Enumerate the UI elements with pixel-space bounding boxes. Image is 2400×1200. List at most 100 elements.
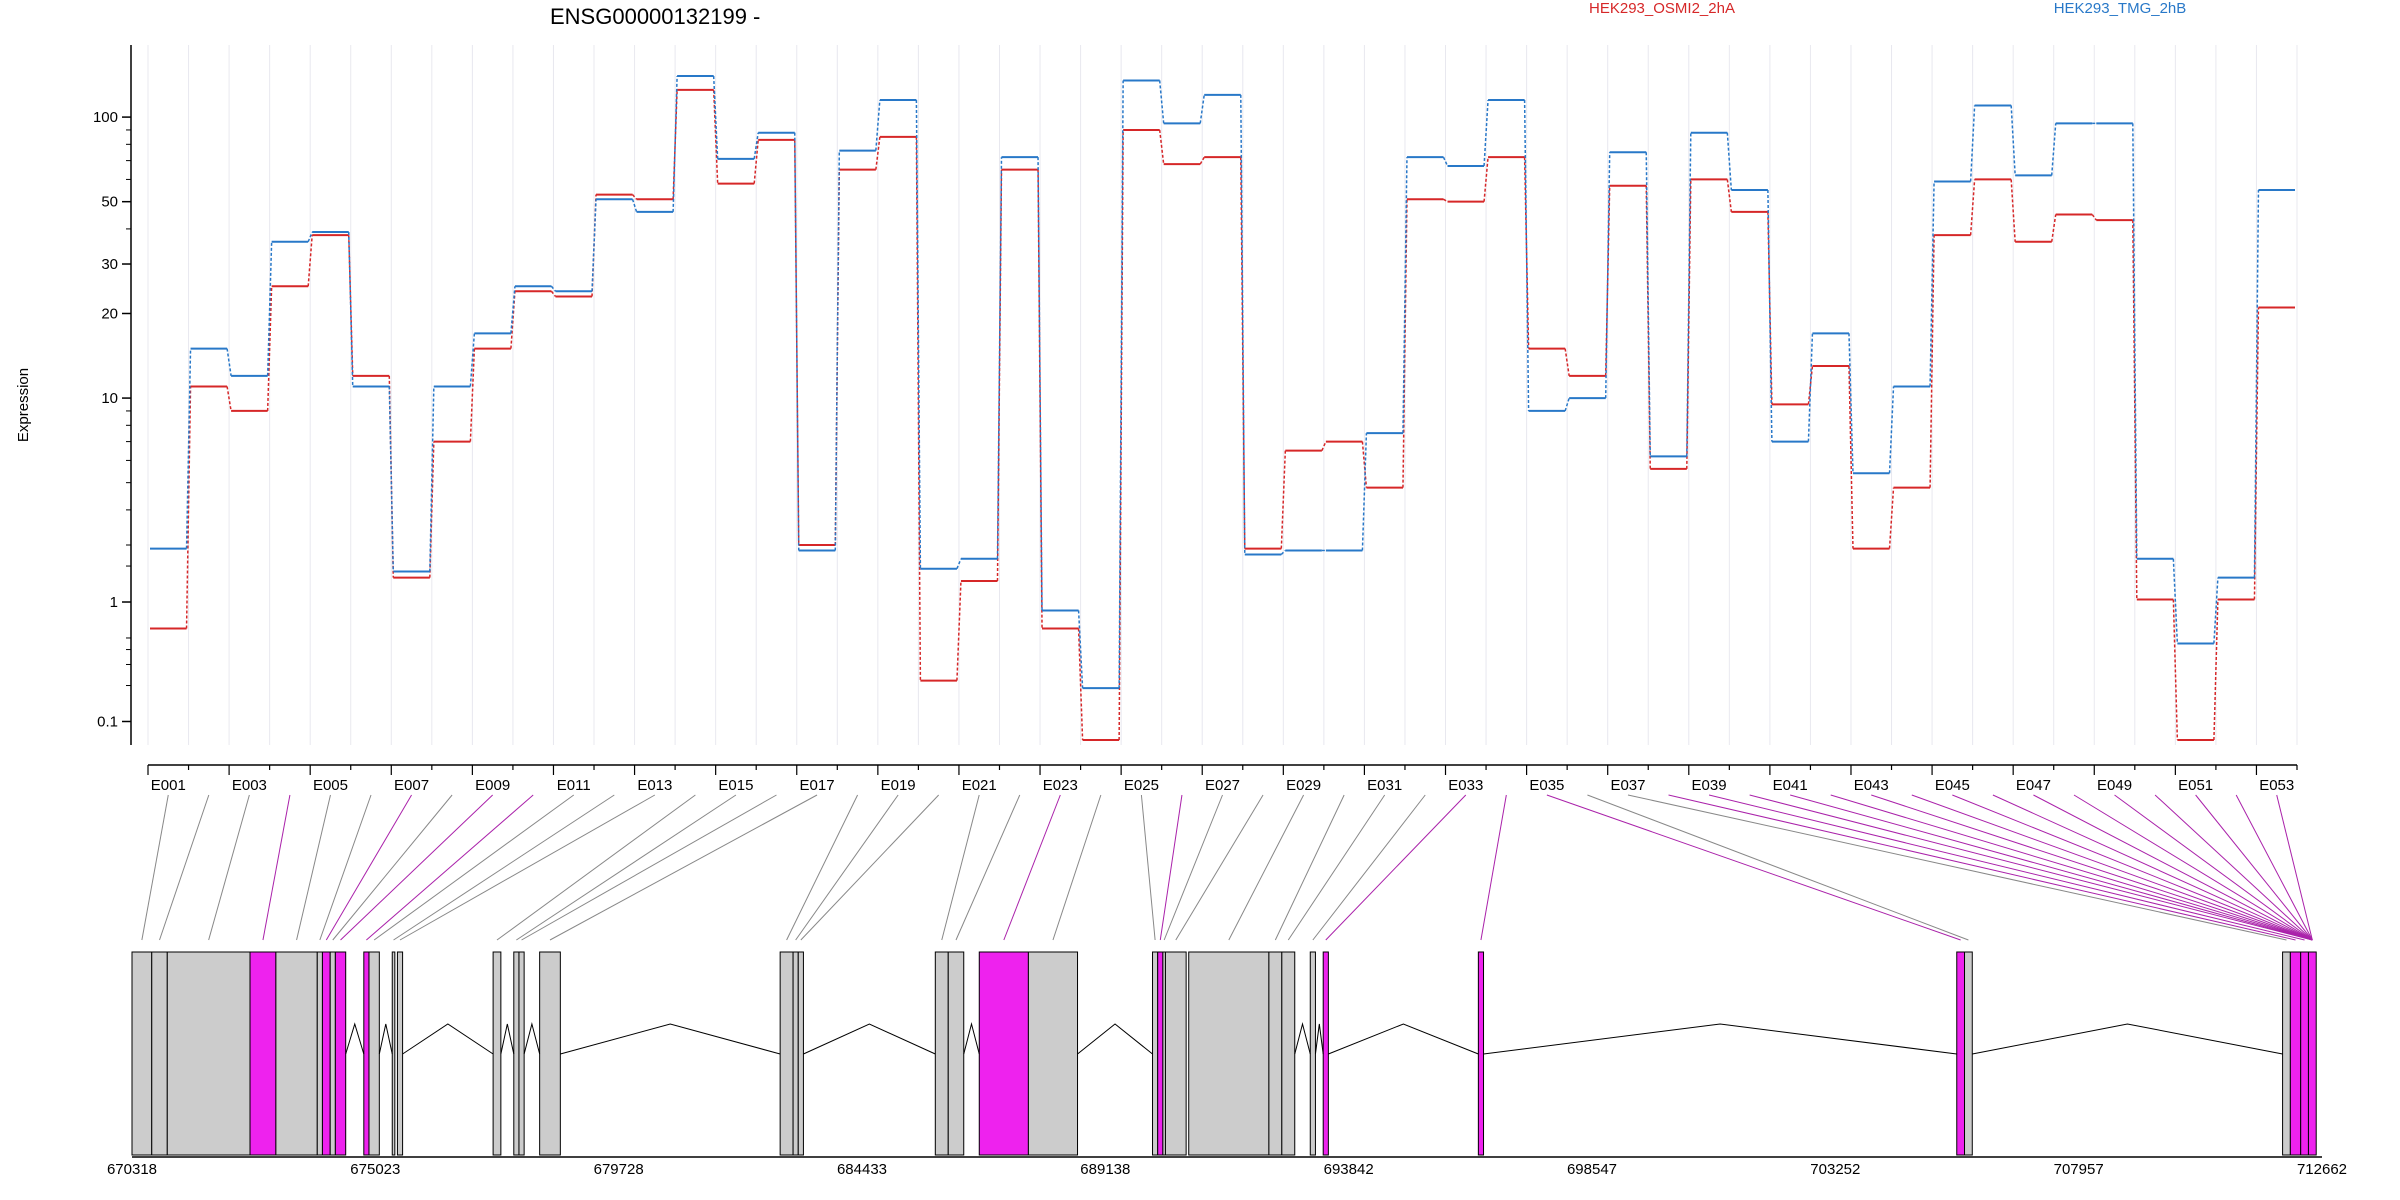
series-connector	[266, 241, 273, 376]
exon-connector	[1274, 794, 1345, 941]
exon-connector	[1480, 794, 1507, 941]
series-lines	[150, 75, 2295, 741]
series-connector	[2172, 558, 2179, 644]
exon-connector	[549, 794, 818, 941]
exon-connector	[516, 794, 737, 941]
x-tick-label: E013	[637, 777, 672, 794]
series-connector	[834, 150, 841, 551]
y-tick-label: 20	[101, 305, 118, 322]
series-connector	[550, 285, 557, 292]
series-connector	[1726, 132, 1733, 191]
y-tick-label: 10	[101, 390, 118, 407]
x-tick-label: E053	[2259, 777, 2294, 794]
x-tick-label: E045	[1935, 777, 1970, 794]
exon-connector	[1627, 794, 2287, 941]
series-connector	[307, 231, 313, 243]
exon-connector	[496, 794, 696, 941]
x-tick-label: E039	[1692, 777, 1727, 794]
exon-connector	[800, 794, 940, 941]
legend-entry-osmi2: HEK293_OSMI2_2hA	[1589, 0, 1735, 17]
intron	[1077, 1023, 1153, 1055]
x-axis-bins: E001 E003 E005 E007 E009 E011 E013 E015 E017 E019…	[147, 764, 2298, 794]
exon-highlighted	[2300, 951, 2309, 1156]
series-connector	[915, 100, 922, 569]
series-connector	[591, 199, 597, 292]
genome-tick-label: 703252	[1810, 1161, 1860, 1178]
series-connector	[1199, 156, 1205, 165]
series-connector	[672, 89, 678, 200]
exon	[518, 951, 525, 1156]
intron	[803, 1023, 936, 1055]
x-tick-label: E007	[394, 777, 429, 794]
x-tick-label: E051	[2178, 777, 2213, 794]
series-connector	[1604, 152, 1611, 399]
exon	[539, 951, 561, 1156]
series-connector	[753, 132, 759, 160]
series-connector	[753, 139, 759, 184]
exon-highlighted	[2289, 951, 2302, 1156]
exon-connector	[319, 794, 372, 941]
series-connector	[1443, 198, 1448, 203]
series-0	[150, 88, 2295, 741]
series-connector	[1321, 441, 1327, 451]
series-connector	[712, 75, 719, 159]
x-tick-label: E041	[1773, 777, 1808, 794]
series-connector	[1767, 190, 1773, 442]
exon-connector	[1159, 794, 1183, 941]
genome-tick-label: 670318	[107, 1161, 157, 1178]
intron	[1972, 1023, 2283, 1055]
x-tick-label: E033	[1448, 777, 1483, 794]
series-connector	[1888, 386, 1895, 474]
series-connector	[1645, 152, 1651, 457]
series-connector	[1686, 179, 1692, 469]
series-connector	[2050, 123, 2057, 176]
series-connector	[307, 235, 313, 287]
exon-connector	[521, 794, 777, 941]
exon	[151, 951, 168, 1156]
series-connector	[2132, 123, 2138, 559]
genome-tick-label: 684433	[837, 1161, 887, 1178]
exon	[1164, 951, 1187, 1156]
series-connector	[469, 348, 476, 442]
series-connector	[226, 386, 232, 412]
chart-title: ENSG00000132199 -	[550, 4, 760, 29]
exon-connector	[366, 794, 534, 941]
series-connector	[1077, 628, 1084, 741]
x-tick-label: E047	[2016, 777, 2051, 794]
exon-connector	[141, 794, 169, 941]
x-tick-label: E011	[557, 777, 591, 794]
exon-connector	[1003, 794, 1061, 941]
series-connector	[1442, 156, 1449, 167]
series-connector	[266, 286, 273, 411]
x-tick-label: E025	[1124, 777, 1159, 794]
exon-connector	[2235, 794, 2313, 941]
series-connector	[631, 194, 638, 200]
exon	[513, 951, 520, 1156]
x-tick-label: E015	[718, 777, 753, 794]
genome-tick-label: 698547	[1567, 1161, 1617, 1178]
x-tick-label: E003	[232, 777, 267, 794]
series-connector	[1118, 80, 1124, 689]
series-connector	[1969, 105, 1976, 182]
series-connector	[469, 333, 476, 387]
series-connector	[2050, 214, 2057, 242]
intron	[378, 1023, 393, 1055]
exon-connector	[1790, 794, 2313, 941]
exon-connector	[941, 794, 980, 941]
exon-connector	[208, 794, 250, 941]
series-connector	[1280, 450, 1287, 549]
genome-tick-label: 679728	[594, 1161, 644, 1178]
y-axis-label: Expression	[15, 368, 32, 442]
exon-highlighted	[1477, 951, 1485, 1156]
series-connector	[1037, 169, 1043, 629]
series-connector	[1158, 129, 1165, 165]
series-connector	[1077, 610, 1084, 689]
y-tick-label: 100	[93, 109, 118, 126]
exon	[166, 951, 251, 1156]
series-connector	[1361, 441, 1368, 488]
exon	[396, 951, 404, 1156]
series-connector	[1402, 157, 1408, 434]
exon-connector	[1312, 794, 1426, 941]
exon	[947, 951, 965, 1156]
genome-tick-label: 693842	[1324, 1161, 1374, 1178]
